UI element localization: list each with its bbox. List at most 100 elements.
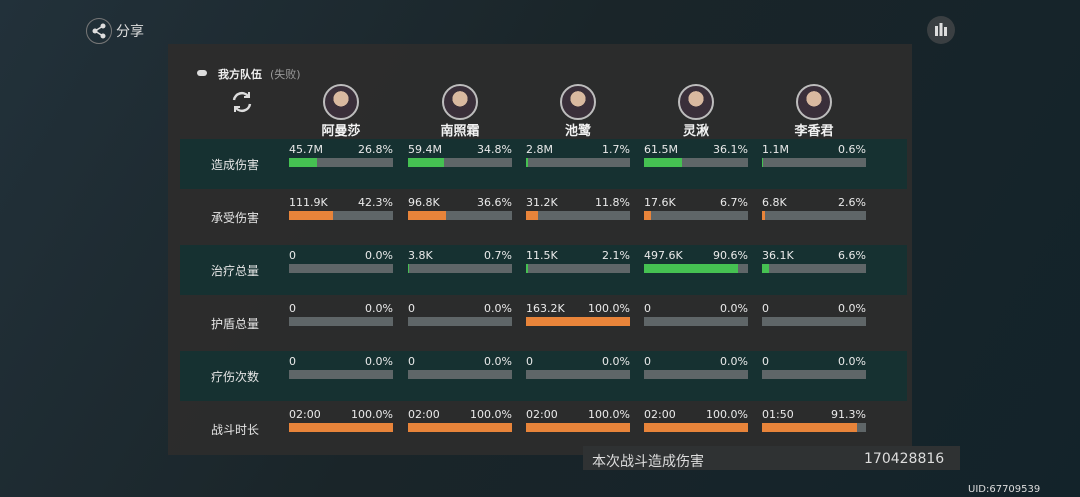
bar [762, 158, 763, 167]
bar [526, 211, 539, 220]
summary-label: 本次战斗造成伤害 [592, 454, 704, 470]
avatar [796, 84, 832, 120]
bar [762, 211, 765, 220]
bar [408, 423, 512, 432]
cell-value: 96.8K [408, 196, 440, 209]
avatar [442, 84, 478, 120]
bar-track [289, 370, 393, 379]
swap-icon[interactable] [229, 90, 255, 114]
row-label: 造成伤害 [211, 158, 260, 172]
team-status: (失败) [270, 68, 301, 81]
cell-value: 11.5K [526, 249, 558, 262]
summary-box [583, 446, 960, 470]
bar-track [408, 317, 512, 326]
cell-percent: 0.7% [484, 249, 512, 262]
avatar [560, 84, 596, 120]
bar [526, 264, 529, 273]
cell-percent: 100.0% [706, 408, 748, 421]
cell-percent: 90.6% [713, 249, 748, 262]
cell-percent: 100.0% [588, 302, 630, 315]
cell-percent: 100.0% [588, 408, 630, 421]
cell-percent: 36.1% [713, 143, 748, 156]
team-title: 我方队伍 [218, 68, 262, 81]
bar-track [644, 317, 748, 326]
cell-percent: 0.0% [838, 302, 866, 315]
bar [644, 264, 739, 273]
bar-track [644, 211, 748, 220]
character-name: 灵湫 [682, 124, 709, 139]
bar-track [762, 370, 866, 379]
cell-percent: 6.6% [838, 249, 866, 262]
cell-value: 163.2K [526, 302, 565, 315]
cell-value: 02:00 [644, 408, 676, 421]
row-label: 疗伤次数 [211, 370, 260, 384]
cell-value: 0 [644, 302, 651, 315]
cell-percent: 0.0% [365, 249, 393, 262]
cell-value: 497.6K [644, 249, 683, 262]
cell-value: 02:00 [408, 408, 440, 421]
bar [526, 158, 528, 167]
cell-value: 0 [644, 355, 651, 368]
bar-track [526, 158, 630, 167]
bar [762, 264, 769, 273]
bar [289, 158, 317, 167]
bar-track [644, 158, 748, 167]
cell-value: 2.8M [526, 143, 553, 156]
cell-percent: 6.7% [720, 196, 748, 209]
bar [289, 423, 393, 432]
bar-track [762, 158, 866, 167]
bar [526, 423, 630, 432]
bar [644, 158, 682, 167]
bar-track [408, 211, 512, 220]
row-label: 护盾总量 [211, 317, 260, 331]
bar-track [644, 370, 748, 379]
cell-value: 0 [408, 302, 415, 315]
bar-track [526, 370, 630, 379]
row-label: 承受伤害 [211, 211, 260, 225]
bar-track [289, 317, 393, 326]
cell-percent: 0.0% [484, 302, 512, 315]
cell-percent: 0.0% [365, 302, 393, 315]
share-icon[interactable] [86, 18, 112, 44]
cell-percent: 0.0% [365, 355, 393, 368]
cell-value: 111.9K [289, 196, 328, 209]
uid: UID:67709539 [968, 484, 1041, 495]
bar-track [762, 317, 866, 326]
bar [289, 211, 333, 220]
bar-track [289, 211, 393, 220]
cell-value: 31.2K [526, 196, 558, 209]
bar-track [408, 264, 512, 273]
cell-value: 02:00 [526, 408, 558, 421]
bar [408, 158, 445, 167]
cell-value: 45.7M [289, 143, 323, 156]
cell-percent: 100.0% [351, 408, 393, 421]
share-label[interactable]: 分享 [116, 24, 144, 40]
cell-percent: 0.0% [838, 355, 866, 368]
cell-value: 0 [762, 355, 769, 368]
cell-percent: 26.8% [358, 143, 393, 156]
character-name: 南照霜 [440, 124, 480, 139]
avatar [678, 84, 714, 120]
cell-value: 0 [408, 355, 415, 368]
cell-value: 0 [289, 249, 296, 262]
cell-value: 0 [526, 355, 533, 368]
cell-percent: 0.0% [720, 302, 748, 315]
bar [644, 211, 651, 220]
cell-percent: 1.7% [602, 143, 630, 156]
bar [526, 317, 630, 326]
bar-track [289, 158, 393, 167]
cell-value: 1.1M [762, 143, 789, 156]
character-name: 池鹭 [564, 124, 591, 139]
cell-percent: 34.8% [477, 143, 512, 156]
cell-percent: 100.0% [470, 408, 512, 421]
stats-glyph [935, 23, 947, 36]
bar-track [526, 211, 630, 220]
cell-percent: 0.6% [838, 143, 866, 156]
summary-value: 170428816 [864, 451, 945, 467]
stats-button[interactable] [927, 16, 955, 44]
cell-value: 3.8K [408, 249, 433, 262]
cell-value: 02:00 [289, 408, 321, 421]
row-label: 战斗时长 [211, 423, 260, 437]
row-label: 治疗总量 [211, 264, 260, 278]
cell-percent: 91.3% [831, 408, 866, 421]
